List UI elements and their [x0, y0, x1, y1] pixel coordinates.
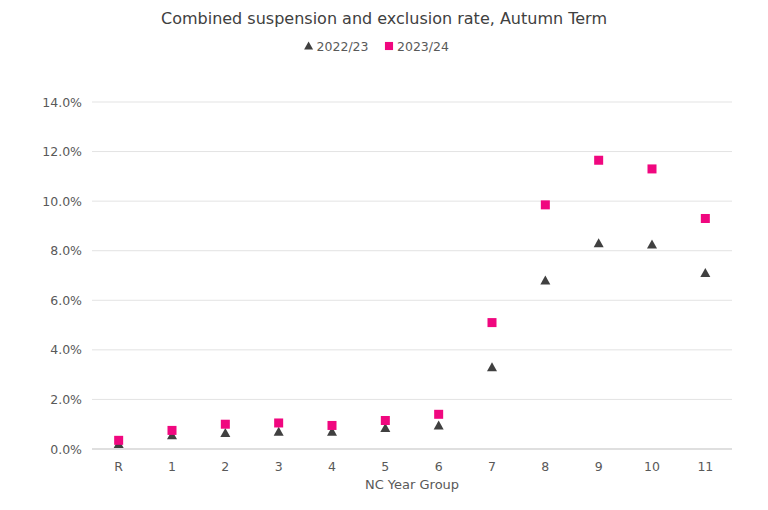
marker-square: [328, 421, 337, 430]
marker-square: [648, 164, 657, 173]
marker-triangle: [647, 240, 657, 249]
marker-triangle: [700, 268, 710, 277]
legend-marker: [385, 42, 393, 50]
y-tick-label: 14.0%: [42, 95, 82, 110]
y-tick-label: 12.0%: [42, 144, 82, 159]
marker-square: [168, 426, 177, 435]
y-tick-label: 8.0%: [50, 243, 82, 258]
x-tick-label: 5: [381, 459, 389, 474]
marker-square: [594, 156, 603, 165]
grid-line: [92, 399, 732, 400]
chart-svg: Combined suspension and exclusion rate, …: [0, 0, 768, 510]
marker-square: [434, 410, 443, 419]
y-tick-label: 2.0%: [50, 392, 82, 407]
x-tick-label: 8: [541, 459, 549, 474]
chart-container: Combined suspension and exclusion rate, …: [0, 0, 768, 510]
marker-triangle: [274, 427, 284, 436]
legend-label: 2023/24: [397, 39, 449, 54]
x-tick-label: 1: [168, 459, 176, 474]
marker-triangle: [220, 428, 230, 437]
grid-line: [92, 349, 732, 350]
plot-area: [114, 156, 711, 448]
x-tick-label: 10: [644, 459, 660, 474]
x-tick-label: 9: [595, 459, 603, 474]
grid-line: [92, 449, 732, 450]
marker-triangle: [540, 275, 550, 284]
x-tick-label: 4: [328, 459, 336, 474]
legend: 2022/23 2023/24: [304, 39, 449, 54]
grid-line: [92, 300, 732, 301]
grid-line: [92, 102, 732, 103]
grid-line: [92, 151, 732, 152]
x-tick-label: 7: [488, 459, 496, 474]
marker-triangle: [434, 420, 444, 429]
marker-square: [488, 318, 497, 327]
legend-label: 2022/23: [317, 39, 369, 54]
x-tick-label: 3: [275, 459, 283, 474]
marker-square: [381, 416, 390, 425]
x-tick-label: R: [114, 459, 123, 474]
x-tick-label: 6: [435, 459, 443, 474]
y-tick-label: 0.0%: [50, 442, 82, 457]
marker-square: [274, 418, 283, 427]
title: Combined suspension and exclusion rate, …: [161, 9, 607, 28]
marker-square: [114, 436, 123, 445]
marker-square: [541, 200, 550, 209]
grid-line: [92, 250, 732, 251]
marker-triangle: [594, 238, 604, 247]
legend-marker: [304, 42, 313, 50]
y-tick-label: 6.0%: [50, 293, 82, 308]
marker-square: [221, 420, 230, 429]
x-tick-label: 11: [697, 459, 713, 474]
x-tick-label: 2: [221, 459, 229, 474]
grid-line: [92, 201, 732, 202]
marker-square: [701, 214, 710, 223]
y-tick-label: 4.0%: [50, 342, 82, 357]
y-tick-label: 10.0%: [42, 194, 82, 209]
x-axis-label: NC Year Group: [365, 477, 459, 492]
marker-triangle: [487, 362, 497, 371]
